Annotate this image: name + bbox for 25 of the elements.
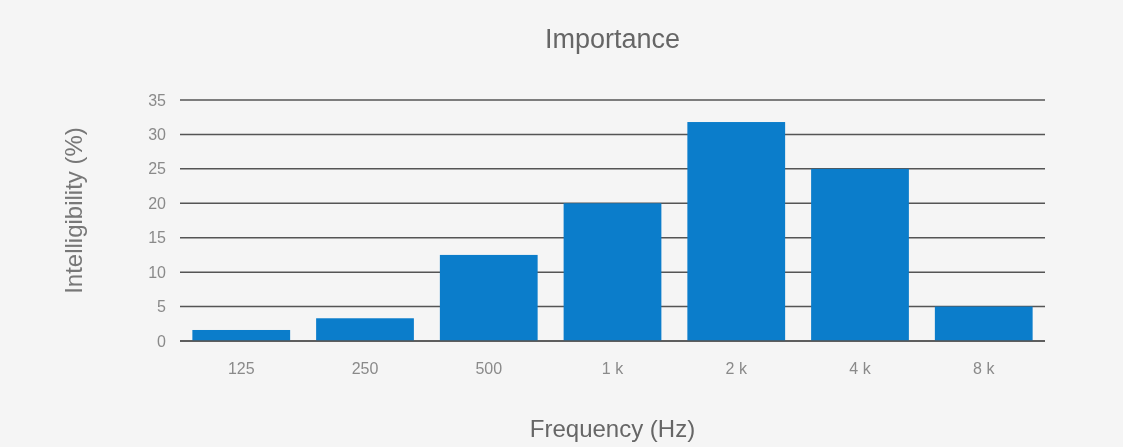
y-tick-label: 0 [157,332,167,350]
bar [316,318,414,341]
y-tick-label: 5 [157,298,167,316]
x-tick-label: 2 k [725,360,748,377]
x-axis-title: Frequency (Hz) [529,415,696,442]
y-tick-label: 20 [148,194,167,212]
bar [811,168,909,341]
x-tick-label: 1 k [601,360,625,377]
bar [439,254,538,341]
y-tick-label: 35 [148,91,167,109]
x-tick-label: 8 k [973,360,996,377]
y-axis-title: Intelligibility (%) [60,127,87,294]
bar [687,122,786,341]
y-tick-label: 30 [148,126,167,144]
bar [934,306,1033,341]
y-tick-label: 15 [148,229,167,247]
x-tick-label: 500 [475,360,503,377]
y-tick-label: 10 [148,263,167,281]
bar [563,203,662,341]
chart-title: Importance [544,24,681,54]
x-tick-label: 250 [351,360,379,377]
x-tick-label: 4 k [849,360,872,377]
y-tick-label: 25 [148,160,167,178]
x-tick-label: 125 [227,360,255,377]
bar [192,329,291,341]
